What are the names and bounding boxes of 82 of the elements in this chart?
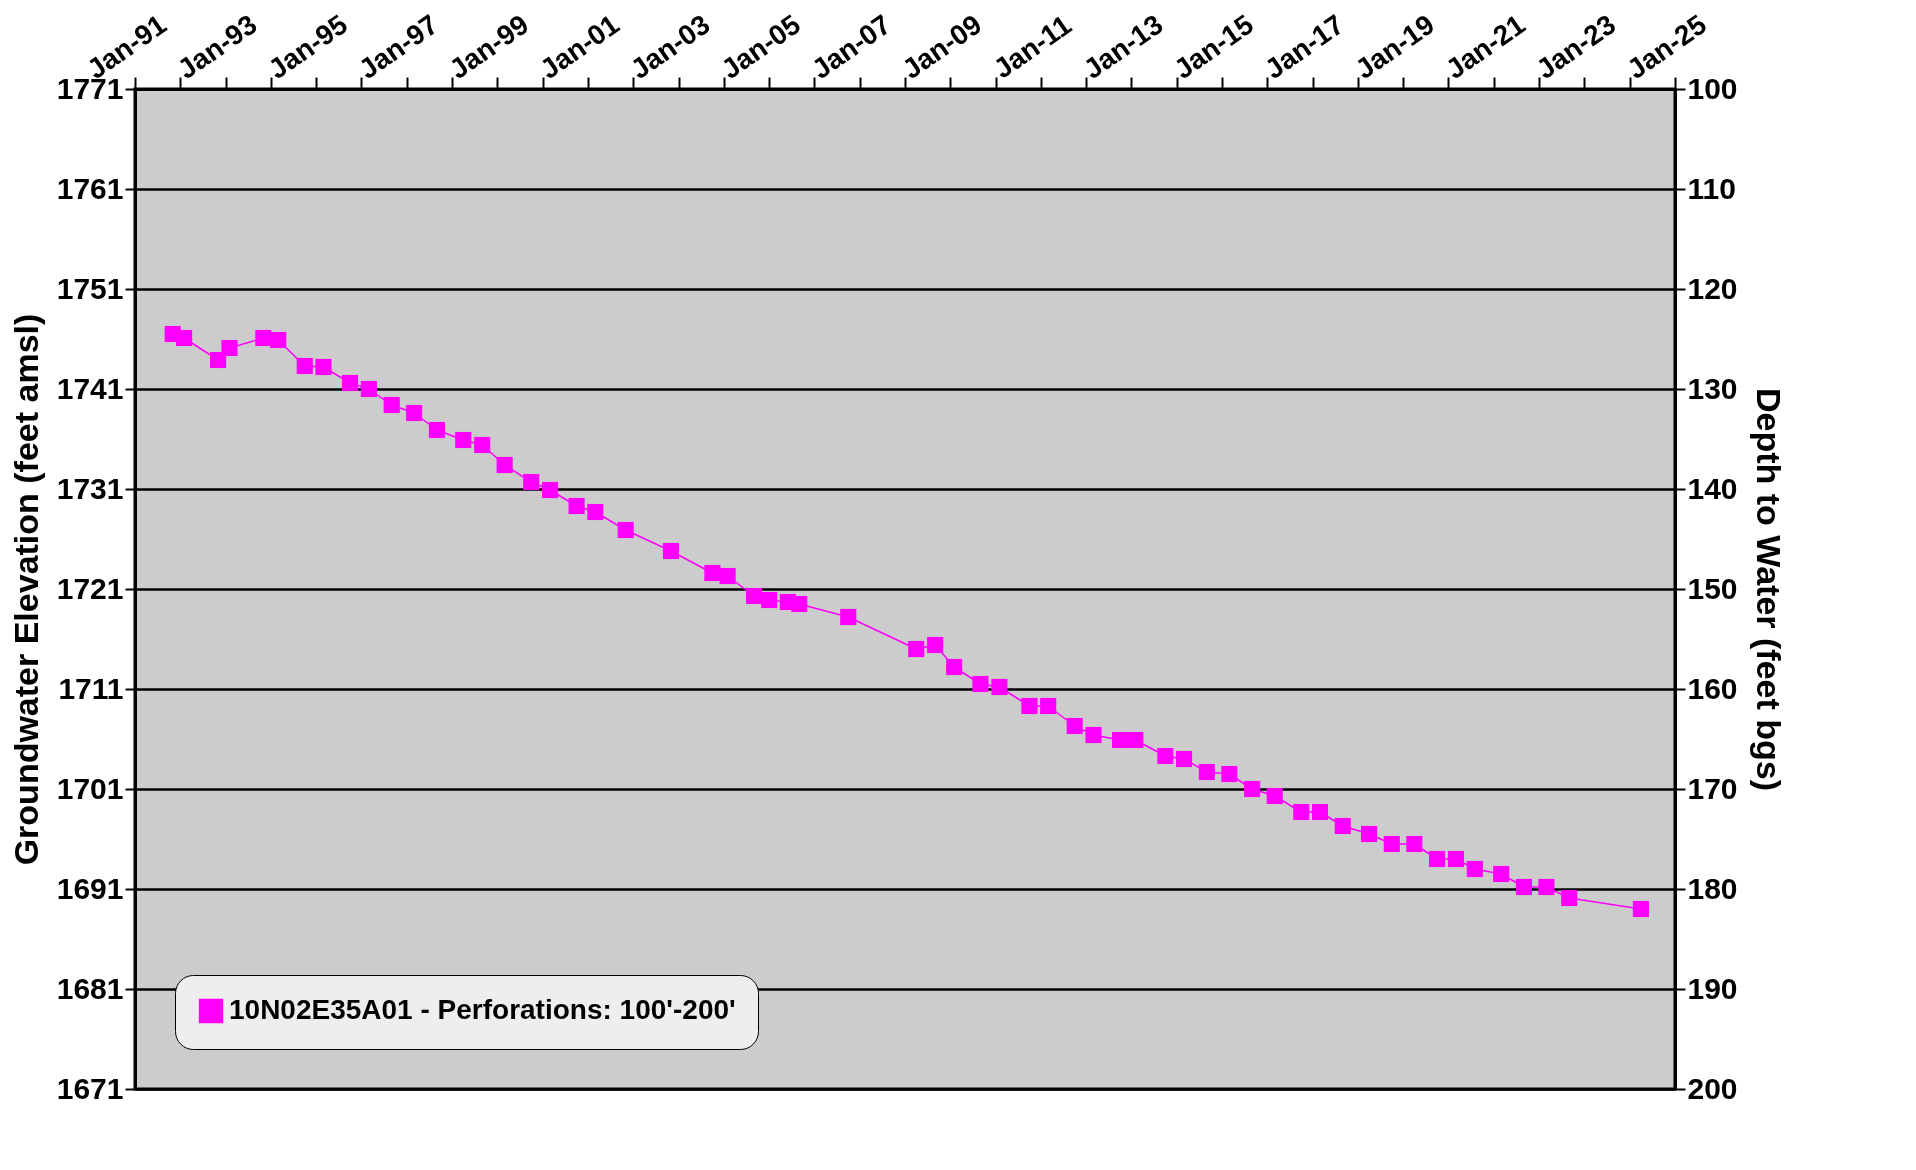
point xyxy=(270,331,287,349)
point xyxy=(496,456,513,474)
point xyxy=(1515,878,1533,896)
y-tick-label: 1731 xyxy=(56,471,124,505)
point xyxy=(1311,803,1329,821)
y-tick-label: 1721 xyxy=(56,571,124,605)
point xyxy=(341,374,359,392)
y2-tick-label: 190 xyxy=(1687,971,1738,1005)
legend-label: 10N02E35A01 - Perforations: 100'-200' xyxy=(229,994,736,1025)
y-tick-label: 1711 xyxy=(58,671,124,705)
point xyxy=(1538,878,1555,896)
point xyxy=(1021,697,1038,715)
point xyxy=(1428,850,1446,868)
point xyxy=(315,358,332,376)
y-tick-label: 1751 xyxy=(56,271,124,305)
point xyxy=(662,542,680,560)
point xyxy=(1176,750,1193,768)
point xyxy=(791,595,808,613)
y-tick-label: 1691 xyxy=(56,871,124,905)
point xyxy=(1561,889,1578,907)
y-axis-title: Groundwater Elevation (feet amsl) xyxy=(6,313,45,866)
point xyxy=(927,636,944,654)
point xyxy=(946,658,963,676)
y-tick-label: 1681 xyxy=(56,971,124,1005)
point xyxy=(1406,835,1423,853)
point xyxy=(617,521,634,539)
point xyxy=(455,431,472,449)
point xyxy=(176,329,193,347)
point xyxy=(1040,697,1057,715)
point xyxy=(840,608,857,626)
point xyxy=(428,421,446,439)
point xyxy=(568,497,585,515)
y2-axis-title: Depth to Water (feet bgs) xyxy=(1749,388,1788,791)
point xyxy=(1383,835,1400,853)
y2-tick-label: 150 xyxy=(1687,571,1738,605)
point xyxy=(1447,850,1464,868)
point xyxy=(221,339,238,357)
y2-tick-label: 110 xyxy=(1687,171,1736,205)
point xyxy=(406,404,423,422)
point xyxy=(523,473,540,491)
y-tick-label: 1761 xyxy=(56,171,124,205)
y-tick-label: 1741 xyxy=(56,371,124,405)
point xyxy=(360,380,377,398)
point xyxy=(1361,825,1378,843)
y2-tick-label: 100 xyxy=(1687,71,1738,105)
y-tick-label: 1701 xyxy=(56,771,124,805)
point xyxy=(1466,860,1483,878)
y2-tick-label: 130 xyxy=(1687,371,1738,405)
y2-tick-label: 200 xyxy=(1687,1071,1738,1105)
point xyxy=(1221,765,1238,783)
y2-tick-label: 180 xyxy=(1687,871,1738,905)
point xyxy=(1493,865,1510,883)
point xyxy=(255,329,272,347)
point xyxy=(383,396,400,414)
point xyxy=(1334,817,1351,835)
point xyxy=(541,481,559,499)
point xyxy=(1632,900,1649,918)
point xyxy=(474,436,491,454)
point xyxy=(908,640,925,658)
point xyxy=(1266,787,1283,805)
point xyxy=(719,567,736,585)
point xyxy=(1127,731,1144,749)
point xyxy=(1085,726,1102,744)
point xyxy=(1112,731,1129,749)
y2-tick-label: 120 xyxy=(1687,271,1738,305)
point xyxy=(296,357,313,375)
y2-tick-label: 170 xyxy=(1687,771,1738,805)
point xyxy=(704,564,721,582)
point xyxy=(761,591,778,609)
point xyxy=(210,351,227,369)
y-tick-label: 1671 xyxy=(56,1071,124,1105)
y2-tick-label: 140 xyxy=(1687,471,1738,505)
y2-tick-label: 160 xyxy=(1687,671,1738,705)
point xyxy=(972,675,989,693)
point xyxy=(587,503,604,521)
point xyxy=(1293,803,1310,821)
point xyxy=(745,587,763,605)
point xyxy=(1244,780,1261,798)
point xyxy=(1157,747,1174,765)
point xyxy=(1066,717,1083,735)
point xyxy=(1198,763,1215,781)
point xyxy=(991,678,1008,696)
